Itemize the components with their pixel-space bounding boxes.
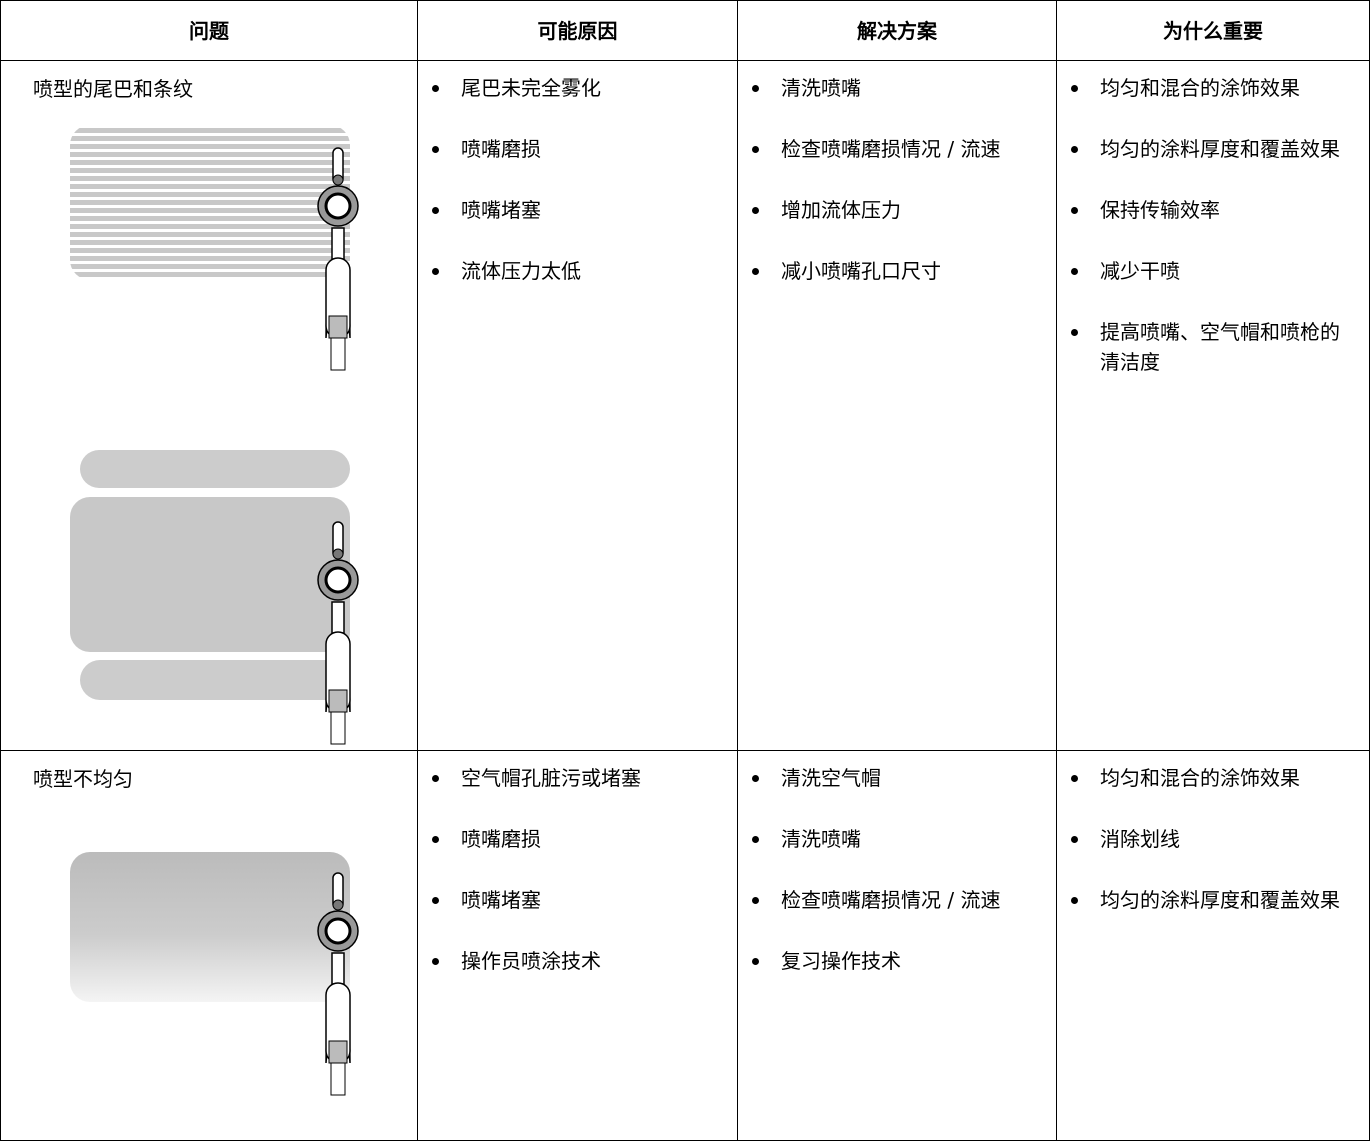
list-item: 均匀和混合的涂饰效果 bbox=[1057, 73, 1355, 103]
problem-cell: 喷型不均匀 bbox=[0, 751, 418, 1141]
list-item: 检查喷嘴磨损情况 / 流速 bbox=[738, 134, 1042, 164]
list-item: 流体压力太低 bbox=[418, 256, 723, 286]
importance-list: 均匀和混合的涂饰效果 均匀的涂料厚度和覆盖效果 保持传输效率 减少干喷提高喷嘴、空气帽… bbox=[1057, 61, 1369, 377]
list-item: 清洗空气帽 bbox=[738, 763, 1042, 793]
problem-text: 喷型的尾巴和条纹 bbox=[33, 77, 193, 101]
list-item: 清洗喷嘴 bbox=[738, 73, 1042, 103]
list-item: 空气帽孔脏污或堵塞 bbox=[418, 763, 723, 793]
list-item: 喷嘴磨损 bbox=[418, 134, 723, 164]
header-cell: 可能原因 bbox=[418, 0, 738, 61]
solutions-cell: 清洗喷嘴检查喷嘴磨损情况 / 流速 增加流体压力 减小喷嘴孔口尺寸 bbox=[738, 61, 1057, 751]
list-item: 清洗喷嘴 bbox=[738, 824, 1042, 854]
list-item: 均匀的涂料厚度和覆盖效果 bbox=[1057, 885, 1355, 915]
list-item: 减少干喷 bbox=[1057, 256, 1355, 286]
list-item: 均匀和混合的涂饰效果 bbox=[1057, 763, 1355, 793]
solutions-list: 清洗空气帽清洗喷嘴检查喷嘴磨损情况 / 流速 复习操作技术 bbox=[738, 751, 1056, 976]
importance-cell: 均匀和混合的涂饰效果 均匀的涂料厚度和覆盖效果 保持传输效率 减少干喷提高喷嘴、空气帽… bbox=[1057, 61, 1370, 751]
importance-cell: 均匀和混合的涂饰效果 消除划线均匀的涂料厚度和覆盖效果 bbox=[1057, 751, 1370, 1141]
list-item: 增加流体压力 bbox=[738, 195, 1042, 225]
list-item: 操作员喷涂技术 bbox=[418, 946, 723, 976]
list-item: 消除划线 bbox=[1057, 824, 1355, 854]
causes-list: 空气帽孔脏污或堵塞 喷嘴磨损喷嘴堵塞操作员喷涂技术 bbox=[418, 751, 737, 976]
importance-list: 均匀和混合的涂饰效果 消除划线均匀的涂料厚度和覆盖效果 bbox=[1057, 751, 1369, 915]
list-item: 保持传输效率 bbox=[1057, 195, 1355, 225]
list-item: 复习操作技术 bbox=[738, 946, 1042, 976]
problem-cell: 喷型的尾巴和条纹 bbox=[0, 61, 418, 751]
list-item: 提高喷嘴、空气帽和喷枪的清洁度 bbox=[1057, 317, 1355, 377]
causes-cell: 空气帽孔脏污或堵塞 喷嘴磨损喷嘴堵塞操作员喷涂技术 bbox=[418, 751, 738, 1141]
causes-cell: 尾巴未完全雾化 喷嘴磨损喷嘴堵塞流体压力太低 bbox=[418, 61, 738, 751]
solutions-list: 清洗喷嘴检查喷嘴磨损情况 / 流速 增加流体压力 减小喷嘴孔口尺寸 bbox=[738, 61, 1056, 286]
list-item: 喷嘴磨损 bbox=[418, 824, 723, 854]
list-item: 喷嘴堵塞 bbox=[418, 885, 723, 915]
solutions-cell: 清洗空气帽清洗喷嘴检查喷嘴磨损情况 / 流速 复习操作技术 bbox=[738, 751, 1057, 1141]
list-item: 减小喷嘴孔口尺寸 bbox=[738, 256, 1042, 286]
list-item: 喷嘴堵塞 bbox=[418, 195, 723, 225]
header-cell: 问题 bbox=[0, 0, 418, 61]
list-item: 均匀的涂料厚度和覆盖效果 bbox=[1057, 134, 1355, 164]
header-cell: 解决方案 bbox=[738, 0, 1057, 61]
causes-list: 尾巴未完全雾化 喷嘴磨损喷嘴堵塞流体压力太低 bbox=[418, 61, 737, 286]
list-item: 尾巴未完全雾化 bbox=[418, 73, 723, 103]
list-item: 检查喷嘴磨损情况 / 流速 bbox=[738, 885, 1042, 915]
header-cell: 为什么重要 bbox=[1057, 0, 1370, 61]
problem-text: 喷型不均匀 bbox=[33, 767, 133, 791]
